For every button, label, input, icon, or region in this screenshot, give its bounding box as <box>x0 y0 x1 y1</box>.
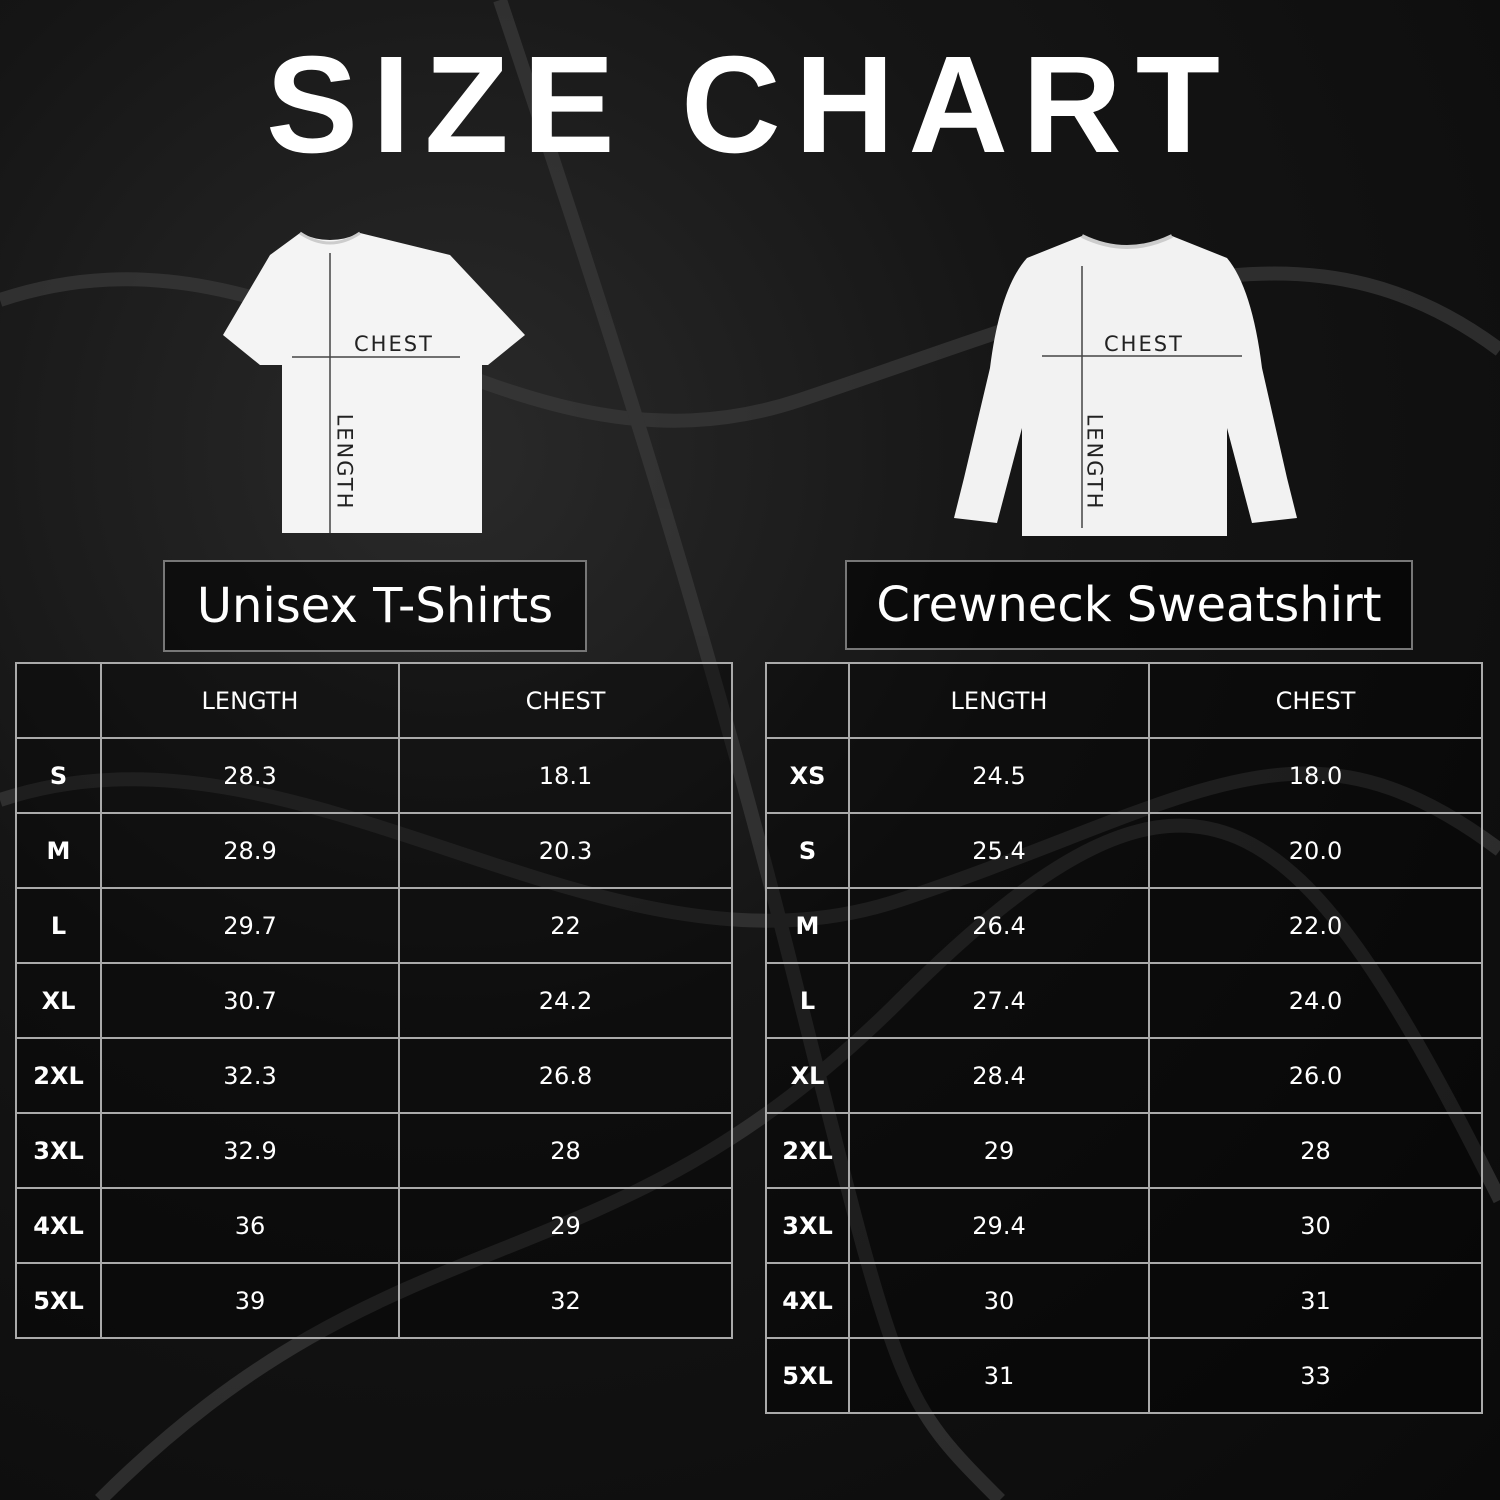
chest-cell: 28 <box>398 1112 733 1189</box>
length-cell: 32.9 <box>100 1112 400 1189</box>
size-cell: 4XL <box>765 1262 850 1339</box>
chest-cell: 18.0 <box>1148 737 1483 814</box>
chest-cell: 31 <box>1148 1262 1483 1339</box>
table-row: 4XL 30 31 <box>765 1262 1483 1339</box>
table-row: 2XL 32.3 26.8 <box>15 1037 733 1114</box>
column-header: LENGTH <box>848 662 1150 739</box>
table-row: M 28.9 20.3 <box>15 812 733 889</box>
length-cell: 28.3 <box>100 737 400 814</box>
length-cell: 26.4 <box>848 887 1150 964</box>
length-cell: 25.4 <box>848 812 1150 889</box>
size-cell: 2XL <box>765 1112 850 1189</box>
table-row: 3XL 29.4 30 <box>765 1187 1483 1264</box>
chest-cell: 33 <box>1148 1337 1483 1414</box>
column-header <box>15 662 102 739</box>
tshirt-size-table: LENGTH CHEST S 28.3 18.1 M 28.9 20.3 L 29.7 22 XL 30… <box>15 662 733 1339</box>
table-row: 2XL 29 28 <box>765 1112 1483 1189</box>
size-cell: 3XL <box>15 1112 102 1189</box>
table-row: S 25.4 20.0 <box>765 812 1483 889</box>
size-cell: L <box>765 962 850 1039</box>
tshirt-image <box>223 231 525 533</box>
table-row: 4XL 36 29 <box>15 1187 733 1264</box>
length-cell: 32.3 <box>100 1037 400 1114</box>
size-cell: L <box>15 887 102 964</box>
chest-cell: 29 <box>398 1187 733 1264</box>
length-cell: 27.4 <box>848 962 1150 1039</box>
size-cell: 3XL <box>765 1187 850 1264</box>
chest-cell: 24.0 <box>1148 962 1483 1039</box>
tshirt-length-label: LENGTH <box>332 413 357 511</box>
chest-cell: 24.2 <box>398 962 733 1039</box>
size-cell: XL <box>765 1037 850 1114</box>
tshirt-title: Unisex T-Shirts <box>163 560 587 652</box>
table-row: M 26.4 22.0 <box>765 887 1483 964</box>
size-cell: XS <box>765 737 850 814</box>
length-cell: 36 <box>100 1187 400 1264</box>
size-cell: M <box>15 812 102 889</box>
table-row: L 29.7 22 <box>15 887 733 964</box>
table-row: L 27.4 24.0 <box>765 962 1483 1039</box>
chest-cell: 26.0 <box>1148 1037 1483 1114</box>
column-header: CHEST <box>398 662 733 739</box>
table-header-row: LENGTH CHEST <box>765 662 1483 739</box>
length-cell: 39 <box>100 1262 400 1339</box>
table-header-row: LENGTH CHEST <box>15 662 733 739</box>
length-cell: 30 <box>848 1262 1150 1339</box>
column-header: LENGTH <box>100 662 400 739</box>
length-cell: 28.4 <box>848 1037 1150 1114</box>
sweatshirt-length-label: LENGTH <box>1082 413 1107 511</box>
size-cell: 4XL <box>15 1187 102 1264</box>
chest-cell: 30 <box>1148 1187 1483 1264</box>
sweatshirt-chest-label: CHEST <box>1104 332 1184 356</box>
chest-cell: 20.0 <box>1148 812 1483 889</box>
table-row: XS 24.5 18.0 <box>765 737 1483 814</box>
size-cell: M <box>765 887 850 964</box>
size-cell: 5XL <box>765 1337 850 1414</box>
length-cell: 29.4 <box>848 1187 1150 1264</box>
length-cell: 24.5 <box>848 737 1150 814</box>
length-cell: 29 <box>848 1112 1150 1189</box>
size-cell: S <box>15 737 102 814</box>
table-row: 5XL 31 33 <box>765 1337 1483 1414</box>
size-cell: S <box>765 812 850 889</box>
size-cell: XL <box>15 962 102 1039</box>
length-cell: 31 <box>848 1337 1150 1414</box>
tshirt-chest-label: CHEST <box>354 332 434 356</box>
chest-cell: 18.1 <box>398 737 733 814</box>
chest-cell: 28 <box>1148 1112 1483 1189</box>
chest-cell: 26.8 <box>398 1037 733 1114</box>
length-cell: 29.7 <box>100 887 400 964</box>
length-cell: 28.9 <box>100 812 400 889</box>
size-cell: 2XL <box>15 1037 102 1114</box>
sweatshirt-title: Crewneck Sweatshirt <box>845 560 1413 650</box>
table-row: XL 28.4 26.0 <box>765 1037 1483 1114</box>
page-title: SIZE CHART <box>266 28 1234 182</box>
chest-cell: 20.3 <box>398 812 733 889</box>
size-cell: 5XL <box>15 1262 102 1339</box>
sweatshirt-image <box>954 234 1297 536</box>
table-row: S 28.3 18.1 <box>15 737 733 814</box>
table-row: XL 30.7 24.2 <box>15 962 733 1039</box>
sweatshirt-size-table: LENGTH CHEST XS 24.5 18.0 S 25.4 20.0 M 26.4 22.0 L… <box>765 662 1483 1414</box>
table-row: 5XL 39 32 <box>15 1262 733 1339</box>
chest-cell: 32 <box>398 1262 733 1339</box>
length-cell: 30.7 <box>100 962 400 1039</box>
column-header: CHEST <box>1148 662 1483 739</box>
chest-cell: 22.0 <box>1148 887 1483 964</box>
chest-cell: 22 <box>398 887 733 964</box>
table-row: 3XL 32.9 28 <box>15 1112 733 1189</box>
column-header <box>765 662 850 739</box>
